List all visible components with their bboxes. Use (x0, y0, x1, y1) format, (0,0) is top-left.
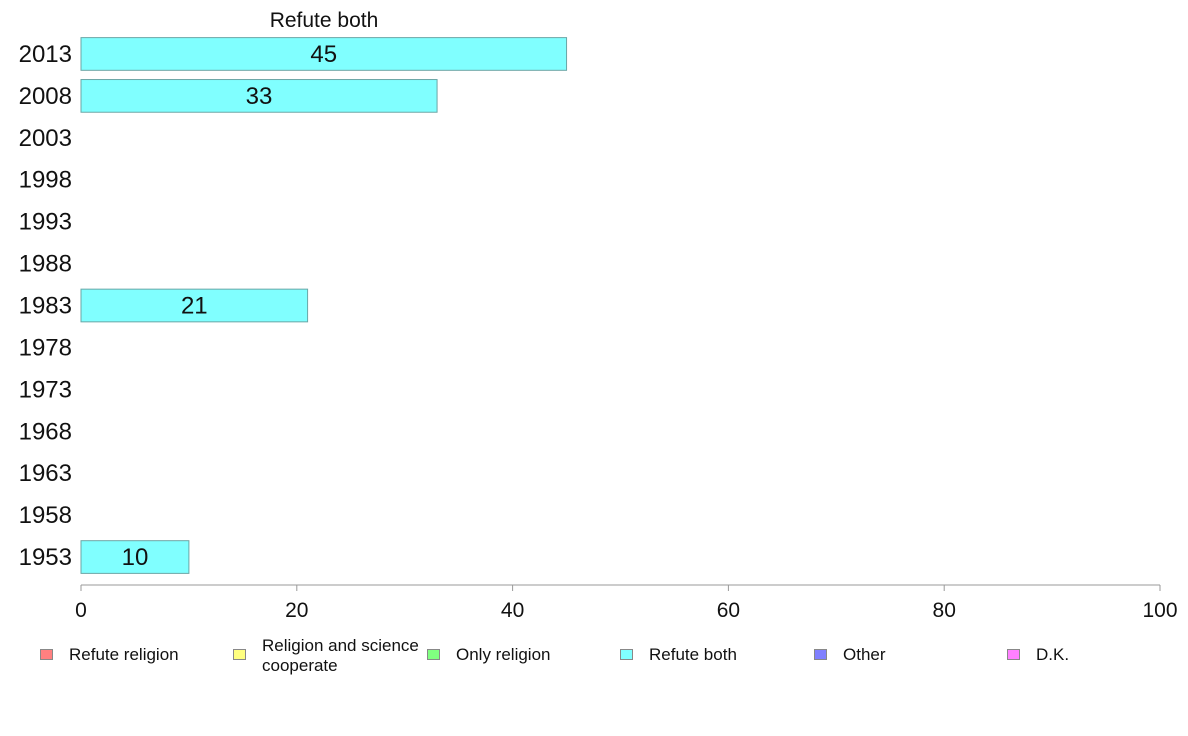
legend-swatch (40, 649, 53, 660)
bar-chart: Refute both 45 33 21 10 2013 2008 2003 1998 199… (19, 9, 1178, 622)
bar-value-label: 45 (310, 41, 337, 68)
y-tick-label: 1963 (19, 460, 72, 487)
legend-label: Refute both (649, 645, 737, 664)
legend-item-refute-religion: Refute religion (40, 636, 179, 665)
y-tick-label: 1983 (19, 293, 72, 320)
y-tick-label: 2003 (19, 125, 72, 152)
x-tick-label: 100 (1142, 599, 1177, 622)
x-axis: 0 20 40 60 80 100 (75, 584, 1178, 622)
bar (80, 79, 438, 113)
legend-item-refute-both: Refute both (620, 636, 737, 665)
legend-swatch (1007, 649, 1020, 660)
chart-title: Refute both (270, 9, 379, 32)
legend-label: Other (843, 645, 886, 664)
y-axis-labels: 2013 2008 2003 1998 1993 1988 1983 1978 1973 1968… (19, 41, 72, 571)
legend-label: Only religion (456, 645, 551, 664)
legend-item-dk: D.K. (1007, 636, 1069, 665)
y-tick-label: 2008 (19, 83, 72, 110)
bars-group: 45 33 21 10 (80, 37, 568, 574)
y-tick-label: 1968 (19, 418, 72, 445)
legend-swatch (427, 649, 440, 660)
bar (80, 37, 568, 71)
x-tick-label: 60 (717, 599, 740, 622)
bar (80, 288, 309, 323)
legend-swatch (620, 649, 633, 660)
x-tick-label: 0 (75, 599, 87, 622)
x-tick-label: 20 (285, 599, 308, 622)
y-tick-label: 1958 (19, 502, 72, 529)
y-tick-label: 1973 (19, 376, 72, 403)
legend-item-only-religion: Only religion (427, 636, 551, 665)
bar-value-label: 21 (181, 293, 208, 320)
y-tick-label: 1978 (19, 334, 72, 361)
y-tick-label: 1993 (19, 209, 72, 236)
legend-item-other: Other (814, 636, 886, 665)
legend-item-religion-science-cooperate: Religion and science cooperate (233, 636, 422, 676)
x-tick-label: 40 (501, 599, 524, 622)
legend-swatch (233, 649, 246, 660)
bar-value-label: 33 (246, 83, 273, 110)
y-tick-label: 1998 (19, 167, 72, 194)
legend: Refute religion Religion and science coo… (0, 636, 1188, 686)
legend-label: Religion and science cooperate (262, 636, 419, 675)
legend-swatch (814, 649, 827, 660)
bar-value-label: 10 (122, 544, 149, 571)
y-tick-label: 2013 (19, 41, 72, 68)
bar (80, 540, 190, 574)
y-tick-label: 1988 (19, 251, 72, 278)
y-tick-label: 1953 (19, 544, 72, 571)
legend-label: Refute religion (69, 645, 179, 664)
x-tick-label: 80 (933, 599, 956, 622)
legend-label: D.K. (1036, 645, 1070, 664)
